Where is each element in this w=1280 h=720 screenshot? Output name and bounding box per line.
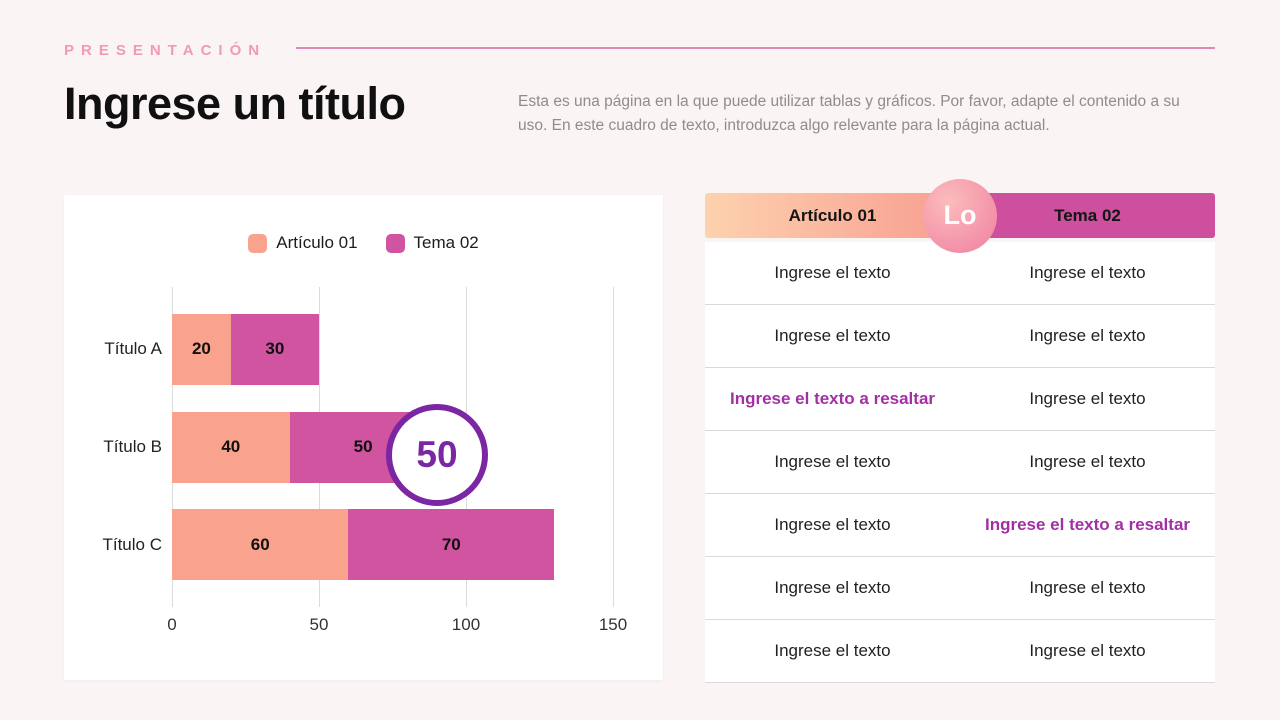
chart-card: Artículo 01 Tema 02 Título A Título B Tí… — [64, 195, 663, 680]
page-title: Ingrese un título — [64, 78, 406, 129]
bar-value-label: 70 — [441, 534, 461, 554]
table-row: Ingrese el texto Ingrese el texto — [705, 242, 1215, 305]
x-axis: 0 50 100 150 — [167, 615, 627, 639]
table-row: Ingrese el texto Ingrese el texto a resa… — [705, 494, 1215, 557]
bar-segment-articulo01: 20 — [172, 313, 231, 385]
table-cell-left: Ingrese el texto — [774, 578, 891, 597]
bar-segment-tema02: 30 — [230, 313, 319, 385]
table-body: Ingrese el texto Ingrese el texto Ingres… — [705, 242, 1215, 683]
table-cell-right: Ingrese el texto a resaltar — [984, 515, 1191, 534]
callout-circle: 50 — [386, 404, 488, 506]
bar-chart: Título A Título B Título C 20 30 — [84, 287, 614, 607]
category-label-titulo-b: Título B — [103, 437, 162, 456]
x-axis-tick: 0 — [167, 615, 177, 634]
x-axis-tick: 150 — [598, 615, 628, 634]
legend-label-articulo01: Artículo 01 — [276, 233, 358, 252]
bar-segment-articulo01: 40 — [172, 411, 290, 483]
table-cell-left: Ingrese el texto — [774, 326, 891, 345]
legend-label-tema02: Tema 02 — [413, 233, 479, 252]
data-table: Artículo 01 Tema 02 Lo Ingrese el texto … — [705, 178, 1215, 683]
legend-swatch-tema02 — [385, 233, 405, 253]
bar-value-label: 60 — [250, 534, 270, 554]
table-header: Artículo 01 Tema 02 Lo — [705, 178, 1215, 253]
x-axis-tick: 100 — [451, 615, 481, 634]
table-cell-right: Ingrese el texto — [1029, 263, 1146, 282]
table-cell-right: Ingrese el texto — [1029, 452, 1146, 471]
table-cell-right: Ingrese el texto — [1029, 389, 1146, 408]
chart-legend: Artículo 01 Tema 02 — [64, 233, 663, 253]
category-axis: Título A Título B Título C — [84, 287, 172, 607]
bar-row-titulo-c: 60 70 — [172, 509, 613, 581]
category-label-titulo-a: Título A — [104, 339, 162, 359]
table-row: Ingrese el texto Ingrese el texto — [705, 305, 1215, 368]
eyebrow-label: PRESENTACIÓN — [64, 42, 267, 59]
header-cell-articulo01: Artículo 01 — [705, 193, 960, 238]
legend-swatch-articulo01 — [248, 233, 268, 253]
table-row: Ingrese el texto Ingrese el texto — [705, 431, 1215, 494]
lo-badge: Lo — [923, 178, 997, 253]
category-label-titulo-c: Título C — [102, 534, 162, 554]
bar-value-label: 40 — [221, 437, 241, 456]
gridline — [613, 287, 614, 607]
legend-item-tema02: Tema 02 — [385, 233, 479, 253]
table-cell-left: Ingrese el texto — [774, 515, 891, 534]
table-cell-right: Ingrese el texto — [1029, 326, 1146, 345]
bar-segment-articulo01: 60 — [172, 509, 349, 581]
table-cell-left: Ingrese el texto — [774, 263, 891, 282]
header-cell-tema02: Tema 02 — [960, 193, 1215, 238]
table-cell-right: Ingrese el texto — [1029, 578, 1146, 597]
table-cell-left: Ingrese el texto a resaltar — [729, 389, 936, 408]
callout-value: 50 — [416, 434, 458, 475]
table-cell-left: Ingrese el texto — [774, 641, 891, 660]
table-row: Ingrese el texto Ingrese el texto — [705, 557, 1215, 620]
table-row: Ingrese el texto Ingrese el texto — [705, 620, 1215, 683]
x-axis-tick: 50 — [309, 615, 329, 634]
bar-value-label: 20 — [191, 339, 211, 359]
bar-value-label: 50 — [353, 437, 373, 456]
header-divider-line — [296, 47, 1215, 49]
table-row: Ingrese el texto a resaltar Ingrese el t… — [705, 368, 1215, 431]
bar-value-label: 30 — [265, 339, 285, 359]
table-cell-left: Ingrese el texto — [774, 452, 891, 471]
legend-item-articulo01: Artículo 01 — [248, 233, 358, 253]
bar-segment-tema02: 70 — [348, 509, 555, 581]
table-cell-right: Ingrese el texto — [1029, 641, 1146, 660]
page-description: Esta es una página en la que puede utili… — [518, 93, 1180, 135]
bar-row-titulo-a: 20 30 — [172, 313, 613, 385]
